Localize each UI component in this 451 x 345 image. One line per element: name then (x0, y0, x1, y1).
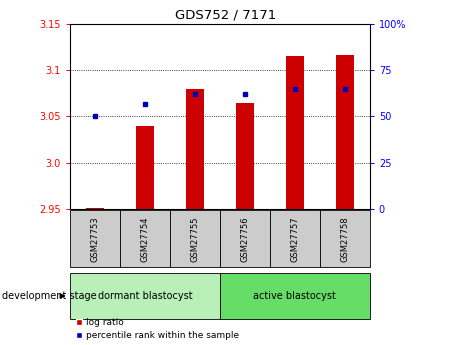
Text: GSM27753: GSM27753 (90, 216, 99, 262)
Text: development stage: development stage (2, 291, 97, 301)
Legend: log ratio, percentile rank within the sample: log ratio, percentile rank within the sa… (77, 318, 239, 341)
Bar (336, 55, 354, 209)
Bar (170, 210, 220, 267)
Bar (186, 89, 203, 209)
Bar (320, 210, 370, 267)
Text: active blastocyst: active blastocyst (253, 291, 336, 301)
Text: GSM27757: GSM27757 (290, 216, 299, 262)
Bar (136, 126, 154, 209)
Text: dormant blastocyst: dormant blastocyst (97, 291, 192, 301)
Bar (286, 57, 304, 209)
Bar (70, 210, 120, 267)
Bar (220, 210, 270, 267)
Bar (70, 273, 220, 319)
Text: GSM27756: GSM27756 (240, 216, 249, 262)
Text: GSM27754: GSM27754 (140, 216, 149, 262)
Text: GSM27755: GSM27755 (190, 216, 199, 262)
Bar (120, 210, 170, 267)
Bar (220, 273, 370, 319)
Bar (270, 210, 320, 267)
Bar (236, 102, 253, 209)
Text: GDS752 / 7171: GDS752 / 7171 (175, 9, 276, 22)
Text: GSM27758: GSM27758 (341, 216, 350, 262)
Bar (86, 208, 104, 209)
